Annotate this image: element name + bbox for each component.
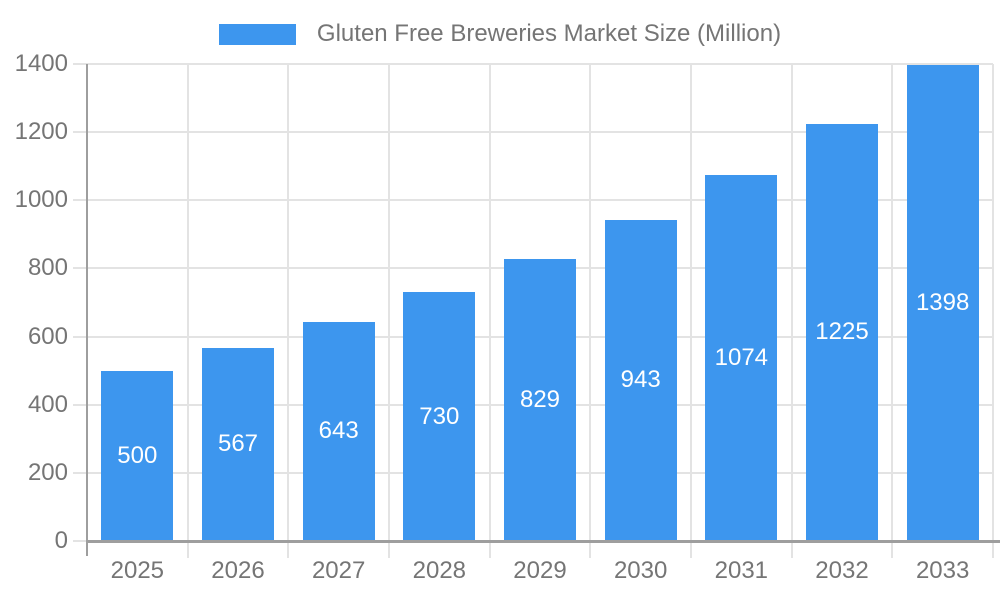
x-gridline [388, 64, 390, 558]
x-tick-label: 2031 [714, 557, 769, 584]
x-gridline [589, 64, 592, 558]
x-tick-label: 2029 [513, 557, 567, 584]
legend-swatch-icon [218, 23, 296, 45]
x-tick-label: 2027 [311, 557, 366, 584]
y-tick-label: 1400 [14, 50, 68, 77]
x-gridline [488, 64, 491, 558]
x-gridline [992, 64, 994, 558]
legend: Gluten Free Breweries Market Size (Milli… [0, 20, 1000, 48]
x-gridline [891, 64, 894, 558]
bar-value-label: 829 [519, 385, 561, 413]
y-tick-label: 1200 [14, 118, 68, 146]
y-gridline [73, 199, 993, 202]
x-tick-label: 2026 [211, 557, 265, 584]
bar-value-label: 730 [419, 402, 460, 430]
bar [403, 292, 476, 541]
y-tick-label: 0 [54, 527, 68, 554]
x-gridline [790, 64, 793, 558]
y-tick-label: 400 [27, 390, 68, 418]
x-tick-label: 2030 [613, 557, 668, 584]
y-tick-label: 1000 [14, 186, 68, 214]
x-tick-label: 2032 [815, 557, 869, 584]
bar-value-label: 567 [217, 430, 259, 458]
bar [806, 123, 878, 541]
x-gridline [690, 64, 692, 558]
y-tick-label: 800 [27, 254, 68, 282]
x-axis-line [87, 540, 1000, 543]
x-tick-label: 2033 [915, 557, 970, 584]
y-tick-label: 600 [27, 322, 68, 350]
bar-value-label: 500 [117, 441, 158, 469]
bar [604, 219, 677, 541]
bar-value-label: 943 [620, 366, 661, 394]
bar [504, 258, 576, 541]
bar-value-label: 643 [318, 417, 359, 445]
x-gridline [186, 64, 189, 558]
bar [705, 175, 778, 541]
legend-label: Gluten Free Breweries Market Size (Milli… [316, 20, 782, 47]
x-tick-label: 2025 [110, 557, 165, 584]
y-tick-label: 200 [27, 458, 68, 486]
y-axis-line [86, 64, 88, 556]
y-gridline [73, 63, 993, 65]
x-gridline [287, 64, 290, 558]
y-gridline [73, 131, 993, 134]
bar-value-label: 1398 [915, 288, 970, 316]
bar-value-label: 1074 [714, 344, 769, 372]
bar [101, 370, 174, 541]
bar [906, 64, 979, 541]
bar-value-label: 1225 [815, 318, 869, 346]
x-tick-label: 2028 [412, 557, 467, 584]
bar [302, 321, 375, 541]
bar [202, 347, 274, 541]
